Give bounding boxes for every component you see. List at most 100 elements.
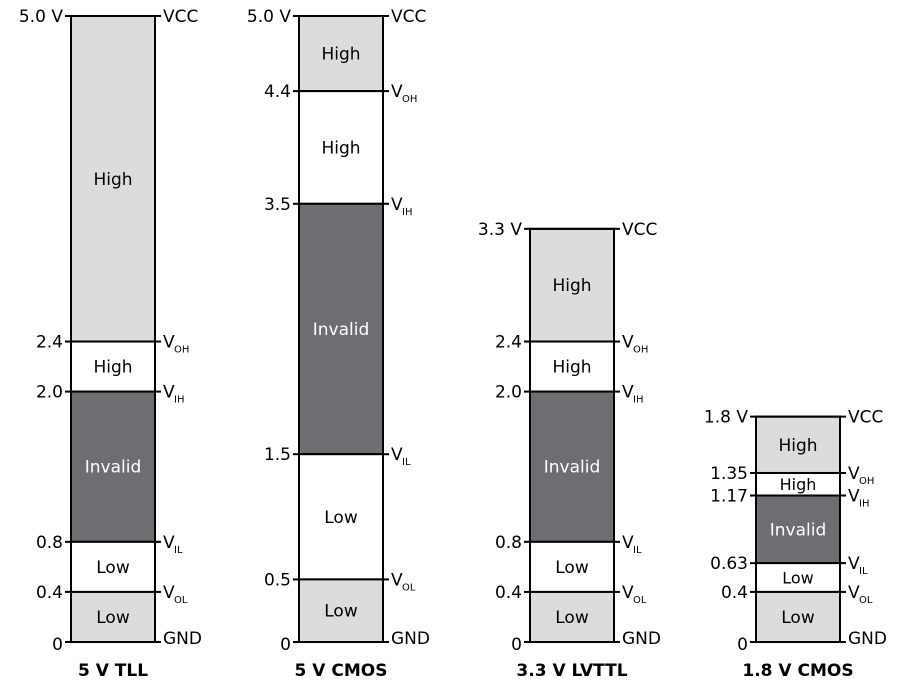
column-title: 1.8 V CMOS <box>742 661 853 681</box>
top-voltage-label: 5.0 V <box>19 7 63 27</box>
threshold-subscript: IL <box>859 566 868 577</box>
segment-label: Low <box>324 508 358 528</box>
threshold-voltage-label: 2.4 <box>36 333 63 353</box>
threshold-name: V <box>163 383 175 403</box>
bottom-voltage-label: 0 <box>280 635 291 655</box>
threshold-voltage-label: 0.63 <box>710 554 748 574</box>
segment-label: Invalid <box>313 320 370 340</box>
gnd-label: GND <box>848 629 887 649</box>
threshold-name: V <box>848 464 860 484</box>
segment-label: Invalid <box>85 458 142 478</box>
bottom-voltage-label: 0 <box>737 635 748 655</box>
segment-high <box>529 590 615 643</box>
segment-label: Low <box>555 608 589 628</box>
segment-low <box>70 340 156 393</box>
threshold-subscript: IH <box>174 395 184 406</box>
top-voltage-label: 5.0 V <box>247 7 291 27</box>
threshold-voltage-label: 0.4 <box>721 583 748 603</box>
threshold-name: V <box>848 554 860 574</box>
segment-label: Low <box>96 608 130 628</box>
segment-label: Low <box>96 558 130 578</box>
threshold-name: V <box>622 383 634 403</box>
segment-invalid <box>755 494 841 565</box>
threshold-subscript: IH <box>402 207 412 218</box>
threshold-voltage-label: 1.35 <box>710 464 748 484</box>
segment-label: Low <box>555 558 589 578</box>
threshold-name: V <box>391 570 403 590</box>
threshold-name: V <box>391 195 403 215</box>
threshold-voltage-label: 2.0 <box>495 383 522 403</box>
top-voltage-label: 3.3 V <box>478 220 522 240</box>
bottom-voltage-label: 0 <box>511 635 522 655</box>
threshold-name: V <box>163 333 175 353</box>
threshold-voltage-label: 0.5 <box>264 570 291 590</box>
threshold-subscript: OH <box>402 94 417 105</box>
segment-label: Invalid <box>770 520 827 540</box>
threshold-voltage-label: 2.4 <box>495 333 522 353</box>
threshold-subscript: IL <box>174 545 183 556</box>
segment-label: High <box>780 475 817 494</box>
segment-label: Low <box>781 608 815 628</box>
threshold-subscript: OL <box>859 595 873 606</box>
threshold-subscript: IH <box>633 395 643 406</box>
column-frame <box>70 15 156 643</box>
threshold-voltage-label: 0.8 <box>36 533 63 553</box>
segment-invalid <box>298 202 384 456</box>
segment-label: High <box>778 436 817 456</box>
threshold-subscript: IL <box>633 545 642 556</box>
threshold-voltage-label: 3.5 <box>264 195 291 215</box>
threshold-name: V <box>622 583 634 603</box>
threshold-voltage-label: 1.5 <box>264 445 291 465</box>
segment-label: High <box>93 170 132 190</box>
threshold-name: V <box>391 445 403 465</box>
threshold-subscript: OL <box>402 582 416 593</box>
threshold-subscript: OL <box>633 595 647 606</box>
threshold-voltage-label: 0.4 <box>36 583 63 603</box>
segment-invalid <box>70 390 156 543</box>
segment-label: Low <box>782 569 814 588</box>
bottom-voltage-label: 0 <box>52 635 63 655</box>
threshold-voltage-label: 0.8 <box>495 533 522 553</box>
top-voltage-label: 1.8 V <box>704 408 748 428</box>
column-frame <box>298 15 384 643</box>
vcc-label: VCC <box>622 220 657 240</box>
segment-high <box>70 15 156 343</box>
threshold-voltage-label: 4.4 <box>264 82 291 102</box>
threshold-voltage-label: 1.17 <box>710 487 748 507</box>
segment-label: Low <box>324 602 358 622</box>
segment-label: High <box>552 358 591 378</box>
segment-label: Invalid <box>544 458 601 478</box>
segment-label: High <box>321 45 360 65</box>
threshold-name: V <box>391 82 403 102</box>
threshold-subscript: OH <box>859 476 874 487</box>
column-title: 3.3 V LVTTL <box>516 661 627 681</box>
threshold-voltage-label: 0.4 <box>495 583 522 603</box>
threshold-name: V <box>622 333 634 353</box>
segment-label: High <box>552 276 591 296</box>
vcc-label: VCC <box>163 7 198 27</box>
gnd-label: GND <box>622 629 661 649</box>
threshold-name: V <box>848 487 860 507</box>
threshold-subscript: OH <box>633 345 648 356</box>
threshold-name: V <box>163 533 175 553</box>
gnd-label: GND <box>391 629 430 649</box>
vcc-label: VCC <box>391 7 426 27</box>
gnd-label: GND <box>163 629 202 649</box>
column-frame <box>529 227 615 643</box>
threshold-name: V <box>622 533 634 553</box>
threshold-subscript: IL <box>402 457 411 468</box>
threshold-subscript: OL <box>174 595 188 606</box>
threshold-name: V <box>848 583 860 603</box>
segment-label: High <box>321 138 360 158</box>
threshold-subscript: IH <box>859 499 869 510</box>
threshold-name: V <box>163 583 175 603</box>
threshold-subscript: OH <box>174 345 189 356</box>
column-title: 5 V CMOS <box>295 661 388 681</box>
vcc-label: VCC <box>848 408 883 428</box>
segment-label: High <box>93 358 132 378</box>
